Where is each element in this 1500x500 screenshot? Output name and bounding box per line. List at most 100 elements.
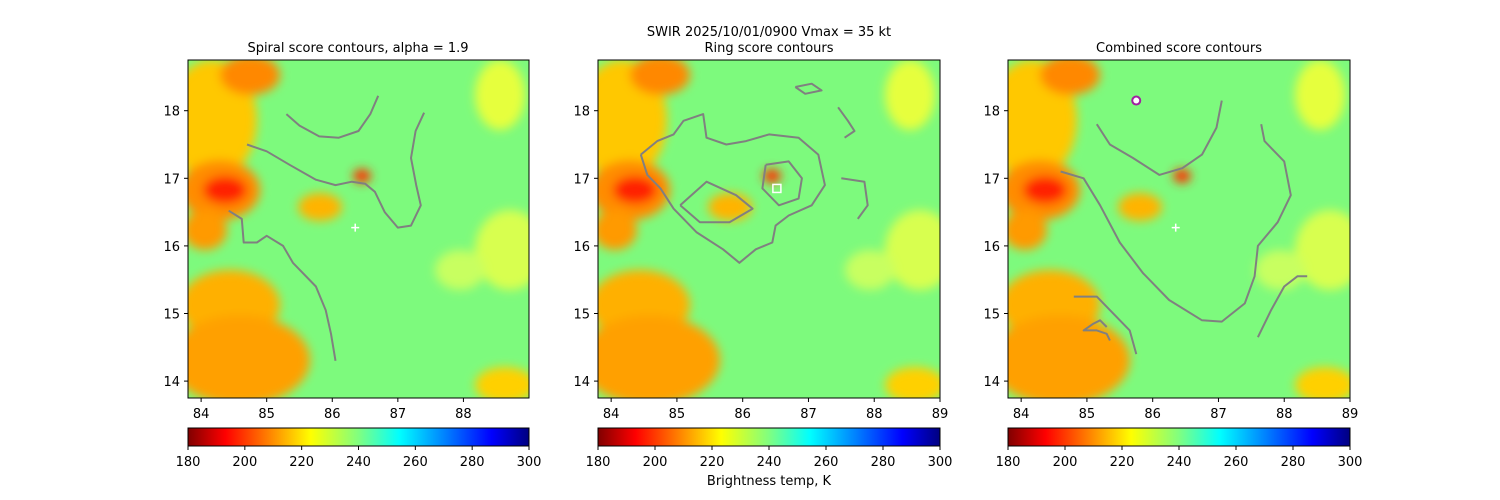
colorbar-ticks: 180 200 220 240 260 280 300 [176, 446, 542, 470]
center-plus-marker [1171, 223, 1180, 232]
x-tick-label: 88 [1276, 407, 1293, 422]
contour-line [285, 95, 380, 139]
ring-contours [639, 82, 869, 264]
center-square-marker [772, 183, 782, 194]
colorbar-tick-label: 240 [1167, 455, 1192, 470]
colorbar-2: 180 200 220 240 260 280 300 Brightness temp, K [586, 427, 953, 489]
colorbar-tick-label: 260 [1224, 455, 1249, 470]
x-tick-label: 89 [932, 407, 949, 422]
x-tick-label: 86 [1144, 407, 1161, 422]
colorbar-tick-label: 260 [814, 455, 839, 470]
y-ticks: 14 15 16 17 18 [573, 105, 598, 390]
colorbar-tick-label: 200 [1053, 455, 1078, 470]
colorbar-tick-label: 240 [346, 455, 371, 470]
y-tick-label: 14 [573, 375, 590, 390]
y-tick-label: 18 [983, 105, 1000, 120]
y-tick-label: 14 [983, 375, 1000, 390]
y-tick-label: 16 [573, 240, 590, 255]
center-plus-marker [351, 223, 360, 232]
panel-ring: Ring score contours 84 85 86 87 88 89 [573, 41, 948, 422]
colorbar-tick-label: 180 [996, 455, 1021, 470]
y-ticks: 14 15 16 17 18 [163, 105, 188, 390]
colorbar-tick-label: 220 [700, 455, 725, 470]
y-tick-label: 16 [983, 240, 1000, 255]
colorbar-tick-label: 180 [176, 455, 201, 470]
colorbar-label: Brightness temp, K [707, 474, 832, 489]
x-tick-label: 84 [1013, 407, 1030, 422]
contour-line [1073, 295, 1138, 355]
x-tick-label: 84 [193, 407, 210, 422]
contour-line [841, 177, 869, 220]
x-ticks: 84 85 86 87 88 [193, 398, 472, 422]
x-tick-label: 88 [455, 407, 472, 422]
combined-contours [1060, 100, 1308, 355]
y-ticks: 14 15 16 17 18 [983, 105, 1008, 390]
y-tick-label: 17 [163, 172, 180, 187]
x-tick-label: 85 [1079, 407, 1096, 422]
colorbar-gradient [1007, 427, 1351, 447]
colorbar-tick-label: 260 [403, 455, 428, 470]
best-fix-circle-marker [1131, 95, 1142, 106]
plot-frame [1007, 59, 1351, 399]
x-tick-label: 84 [603, 407, 620, 422]
brightness-temperature-map [188, 60, 529, 398]
colorbar-tick-label: 180 [586, 455, 611, 470]
x-ticks: 84 85 86 87 88 89 [1013, 398, 1358, 422]
spiral-contours [228, 95, 426, 361]
colorbar-ticks: 180 200 220 240 260 280 300 [996, 446, 1363, 470]
colorbar-tick-label: 300 [517, 455, 542, 470]
colorbar-tick-label: 200 [232, 455, 257, 470]
contour-line [1095, 100, 1223, 176]
contour-line [1060, 124, 1292, 323]
contour-line [794, 82, 823, 95]
colorbar-tick-label: 220 [1110, 455, 1135, 470]
panel-combined: Combined score contours 84 85 86 87 8 [983, 41, 1358, 422]
x-tick-label: 89 [1342, 407, 1359, 422]
contour-line [1082, 319, 1111, 341]
contour-line [761, 160, 803, 207]
colorbar-tick-label: 300 [1338, 455, 1363, 470]
panel-spiral: Spiral score contours, alpha = 1.9 [163, 41, 530, 422]
brightness-temperature-map [1008, 60, 1350, 398]
y-tick-label: 18 [573, 105, 590, 120]
colorbar-tick-label: 240 [757, 455, 782, 470]
colorbar-gradient [597, 427, 941, 447]
figure-suptitle: SWIR 2025/10/01/0900 Vmax = 35 kt [647, 25, 891, 40]
y-tick-label: 16 [163, 240, 180, 255]
panel-title: Spiral score contours, alpha = 1.9 [247, 41, 468, 56]
brightness-temperature-map [598, 60, 940, 398]
x-tick-label: 86 [734, 407, 751, 422]
x-tick-label: 87 [1210, 407, 1227, 422]
colorbar-tick-label: 300 [928, 455, 953, 470]
colorbar-tick-label: 280 [460, 455, 485, 470]
contour-line [837, 106, 856, 139]
colorbar-tick-label: 220 [289, 455, 314, 470]
panel-title: Ring score contours [704, 41, 833, 56]
panel-title: Combined score contours [1096, 41, 1262, 56]
x-ticks: 84 85 86 87 88 89 [603, 398, 948, 422]
x-tick-label: 87 [800, 407, 817, 422]
contour-line [639, 113, 826, 264]
colorbar-tick-label: 280 [1281, 455, 1306, 470]
center-marker [1131, 95, 1180, 232]
x-tick-label: 85 [669, 407, 686, 422]
x-tick-label: 85 [258, 407, 275, 422]
colorbar-tick-label: 200 [643, 455, 668, 470]
x-tick-label: 88 [866, 407, 883, 422]
center-marker [351, 223, 360, 232]
contour-line [679, 180, 754, 224]
y-tick-label: 18 [163, 105, 180, 120]
y-tick-label: 15 [573, 308, 590, 323]
plot-frame [597, 59, 941, 399]
y-tick-label: 17 [983, 172, 1000, 187]
colorbar-gradient [187, 427, 530, 447]
center-marker [772, 183, 782, 194]
y-tick-label: 15 [983, 308, 1000, 323]
colorbar-1: 180 200 220 240 260 280 300 [176, 427, 542, 470]
colorbar-tick-label: 280 [871, 455, 896, 470]
contour-line [228, 209, 337, 361]
y-tick-label: 14 [163, 375, 180, 390]
y-tick-label: 15 [163, 308, 180, 323]
x-tick-label: 86 [324, 407, 341, 422]
